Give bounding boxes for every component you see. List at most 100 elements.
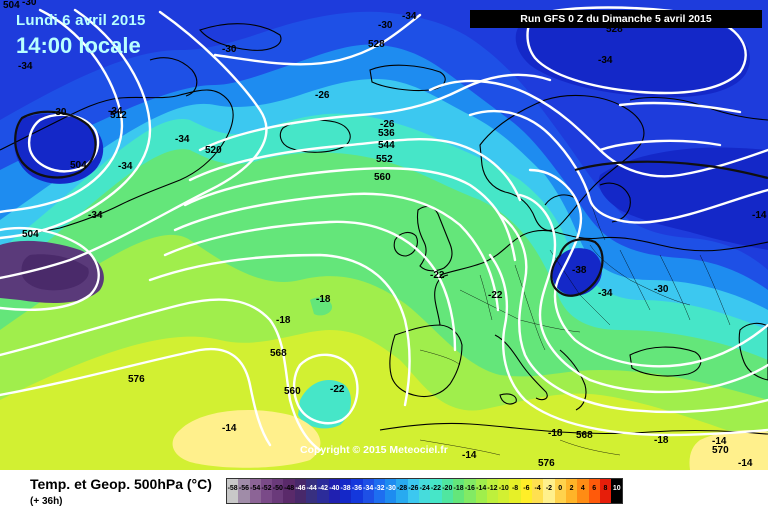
color-scale-label: -38 (340, 485, 351, 492)
color-scale-swatch: -14 (475, 479, 487, 503)
geopotential-label: 504 (22, 229, 39, 240)
color-scale-label: 6 (592, 485, 597, 492)
temperature-label: -34 (402, 11, 417, 22)
color-scale-swatch: -48 (283, 479, 295, 503)
color-scale-label: -36 (351, 485, 362, 492)
color-scale-label: -44 (306, 485, 317, 492)
color-scale-swatch: 8 (599, 479, 612, 503)
temperature-label: -34 (88, 210, 103, 221)
color-scale-label: -46 (295, 485, 306, 492)
geopotential-label: 520 (205, 145, 222, 156)
forecast-time: 14:00 locale (16, 33, 141, 58)
geopotential-label: 528 (368, 39, 385, 50)
color-scale-swatch: -22 (430, 479, 442, 503)
temperature-label: -34 (598, 288, 613, 299)
geopotential-label: 576 (128, 374, 145, 385)
temperature-label: -18 (276, 315, 291, 326)
map-labels: 504 512 520 528 536 544 552 560 568 576 … (3, 0, 767, 469)
color-scale-label: -50 (272, 485, 283, 492)
temperature-label: -14 (462, 450, 477, 461)
geopotential-label: 512 (110, 110, 127, 121)
color-scale-swatch: 0 (554, 479, 566, 503)
color-scale-swatch: -54 (249, 479, 261, 503)
geopotential-label: 560 (374, 172, 391, 183)
temperature-field (0, 0, 768, 470)
color-scale-swatch: -20 (441, 479, 453, 503)
color-scale-label: -4 (534, 485, 541, 492)
color-scale-label: 10 (612, 485, 621, 492)
forecast-date: Lundi 6 avril 2015 (16, 12, 146, 29)
low-contour (14, 110, 768, 297)
color-scale-swatch: -26 (407, 479, 420, 503)
forecast-range: (+ 36h) (30, 496, 63, 507)
color-scale-label: -42 (317, 485, 329, 492)
temperature-label: -30 (654, 284, 669, 295)
color-scale-swatch: 4 (577, 479, 589, 503)
temperature-label: -30 (22, 0, 37, 8)
color-scale-swatch: -8 (509, 479, 521, 503)
color-scale-swatch: -56 (238, 479, 250, 503)
color-scale-label: -26 (408, 485, 419, 492)
color-scale-label: -28 (397, 485, 408, 492)
color-scale-label: -8 (511, 485, 519, 492)
temperature-label: -14 (222, 423, 237, 434)
color-scale-swatch: -40 (328, 479, 340, 503)
temperature-label: -30 (222, 44, 237, 55)
temperature-label: -18 (654, 435, 669, 446)
legend-footer: Temp. et Geop. 500hPa (°C) (+ 36h) -58 -5… (0, 470, 768, 512)
temperature-label: -22 (488, 290, 503, 301)
temperature-label: -26 (315, 90, 330, 101)
color-scale-label: -6 (523, 485, 530, 492)
color-scale-swatch: 6 (588, 479, 600, 503)
color-scale-swatch: -44 (306, 479, 318, 503)
geopotential-label: 536 (378, 128, 395, 139)
geopotential-label: 570 (712, 445, 729, 456)
color-scale-swatch: -16 (464, 479, 476, 503)
color-scale-label: -48 (284, 485, 295, 492)
color-scale-swatch: -12 (486, 479, 499, 503)
color-scale-label: -40 (329, 485, 340, 492)
temperature-label: -34 (18, 61, 33, 72)
color-scale-swatch: -42 (317, 479, 329, 503)
temperature-label: -34 (108, 106, 123, 117)
color-scale-label: -32 (374, 485, 385, 492)
color-scale-swatch: -34 (362, 479, 374, 503)
color-scale-swatch: -46 (294, 479, 307, 503)
color-scale: -58 -56 -54 -52 -50 -48 -46 -44 -42 -40 -38 -36 -34-… (226, 478, 624, 504)
copyright-watermark: Copyright © 2015 Meteociel.fr (300, 444, 448, 456)
color-scale-swatch: -2 (543, 479, 555, 503)
color-scale-swatch: -6 (520, 479, 533, 503)
color-scale-swatch: -24 (419, 479, 431, 503)
color-scale-swatch: -30 (385, 479, 397, 503)
temperature-label: -14 (738, 458, 753, 469)
geopotential-label: 568 (576, 430, 593, 441)
geopotential-label: 544 (378, 140, 395, 151)
color-scale-label: -10 (498, 485, 509, 492)
color-scale-label: -22 (430, 485, 442, 492)
temperature-label: -18 (548, 428, 563, 439)
temperature-label: -34 (175, 134, 190, 145)
color-scale-label: -30 (385, 485, 396, 492)
color-scale-label: -52 (261, 485, 272, 492)
color-scale-label: -20 (442, 485, 453, 492)
color-scale-label: 8 (603, 485, 608, 492)
temperature-label: -26 (380, 119, 395, 130)
geopotential-label: 504 (3, 0, 20, 11)
model-run-banner: Run GFS 0 Z du Dimanche 5 avril 2015 (470, 10, 762, 28)
geopotential-label: 576 (538, 458, 555, 469)
color-scale-label: -58 (227, 485, 238, 492)
color-scale-label: -54 (250, 485, 261, 492)
temperature-label: -34 (598, 55, 613, 66)
color-scale-swatch: -36 (351, 479, 363, 503)
temperature-label: -22 (330, 384, 345, 395)
color-scale-swatch: -50 (272, 479, 284, 503)
geopotential-label: 568 (270, 348, 287, 359)
color-scale-label: -34 (363, 485, 374, 492)
temperature-label: -14 (752, 210, 767, 221)
weather-map: 504 512 520 528 536 544 552 560 568 576 … (0, 0, 768, 470)
color-scale-label: 0 (558, 485, 563, 492)
color-scale-swatch: -4 (532, 479, 544, 503)
temperature-label: -34 (118, 161, 133, 172)
geopotential-label: 552 (376, 154, 393, 165)
color-scale-swatch: -28 (396, 479, 408, 503)
